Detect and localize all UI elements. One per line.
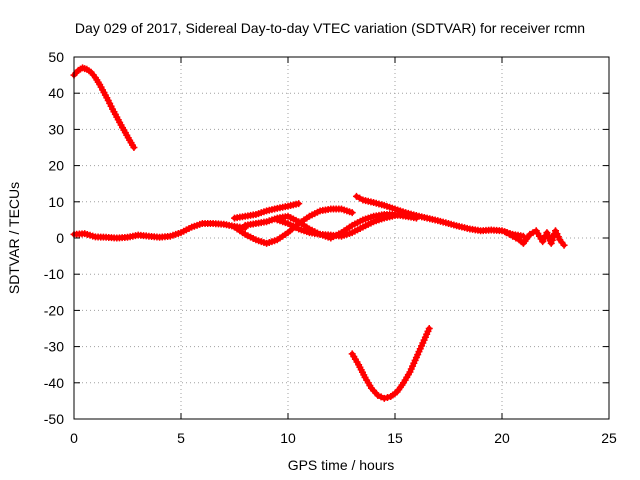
y-axis-label: SDTVAR / TECUs bbox=[6, 182, 22, 294]
data-point bbox=[380, 394, 388, 402]
y-tick-label: 0 bbox=[56, 230, 64, 246]
data-marks bbox=[70, 64, 568, 402]
y-tick-label: -50 bbox=[44, 411, 64, 427]
data-point bbox=[130, 144, 138, 151]
x-tick-label: 20 bbox=[494, 430, 510, 446]
plot-frame bbox=[73, 56, 610, 420]
data-point bbox=[547, 239, 555, 247]
data-point bbox=[560, 241, 568, 249]
data-point bbox=[548, 236, 556, 244]
y-tick-label: 40 bbox=[48, 85, 64, 101]
y-tick-label: -10 bbox=[44, 266, 64, 282]
series-baseline-main bbox=[70, 220, 249, 242]
y-tick-label: 30 bbox=[48, 121, 64, 137]
y-tick-label: -40 bbox=[44, 375, 64, 391]
chart-title: Day 029 of 2017, Sidereal Day-to-day VTE… bbox=[75, 20, 585, 36]
y-tick-label: 20 bbox=[48, 158, 64, 174]
series-mid-track-b bbox=[231, 200, 303, 222]
series-mid-track-d bbox=[273, 210, 410, 240]
series-early-high-arc bbox=[70, 64, 138, 151]
data-point bbox=[425, 325, 433, 332]
y-tick-label: -30 bbox=[44, 339, 64, 355]
grid-lines bbox=[74, 57, 609, 419]
x-tick-label: 15 bbox=[387, 430, 403, 446]
y-tick-label: 50 bbox=[48, 49, 64, 65]
x-tick-label: 10 bbox=[280, 430, 296, 446]
data-point bbox=[384, 393, 392, 401]
x-tick-label: 5 bbox=[177, 430, 185, 446]
x-tick-label: 0 bbox=[70, 430, 78, 446]
x-axis-label: GPS time / hours bbox=[288, 457, 395, 473]
data-point bbox=[295, 200, 303, 208]
x-tick-label: 25 bbox=[601, 430, 617, 446]
series-mid-low-trough bbox=[348, 325, 433, 402]
y-tick-label: 10 bbox=[48, 194, 64, 210]
y-tick-label: -20 bbox=[44, 302, 64, 318]
data-point bbox=[348, 209, 356, 217]
series-late-cluster bbox=[502, 227, 568, 249]
data-point bbox=[374, 391, 382, 399]
axis-ticks: 0 5 10 15 20 25 -50 -40 -30 -20 -10 0 10 20 30 40 50 bbox=[44, 49, 617, 446]
data-point bbox=[377, 393, 385, 401]
